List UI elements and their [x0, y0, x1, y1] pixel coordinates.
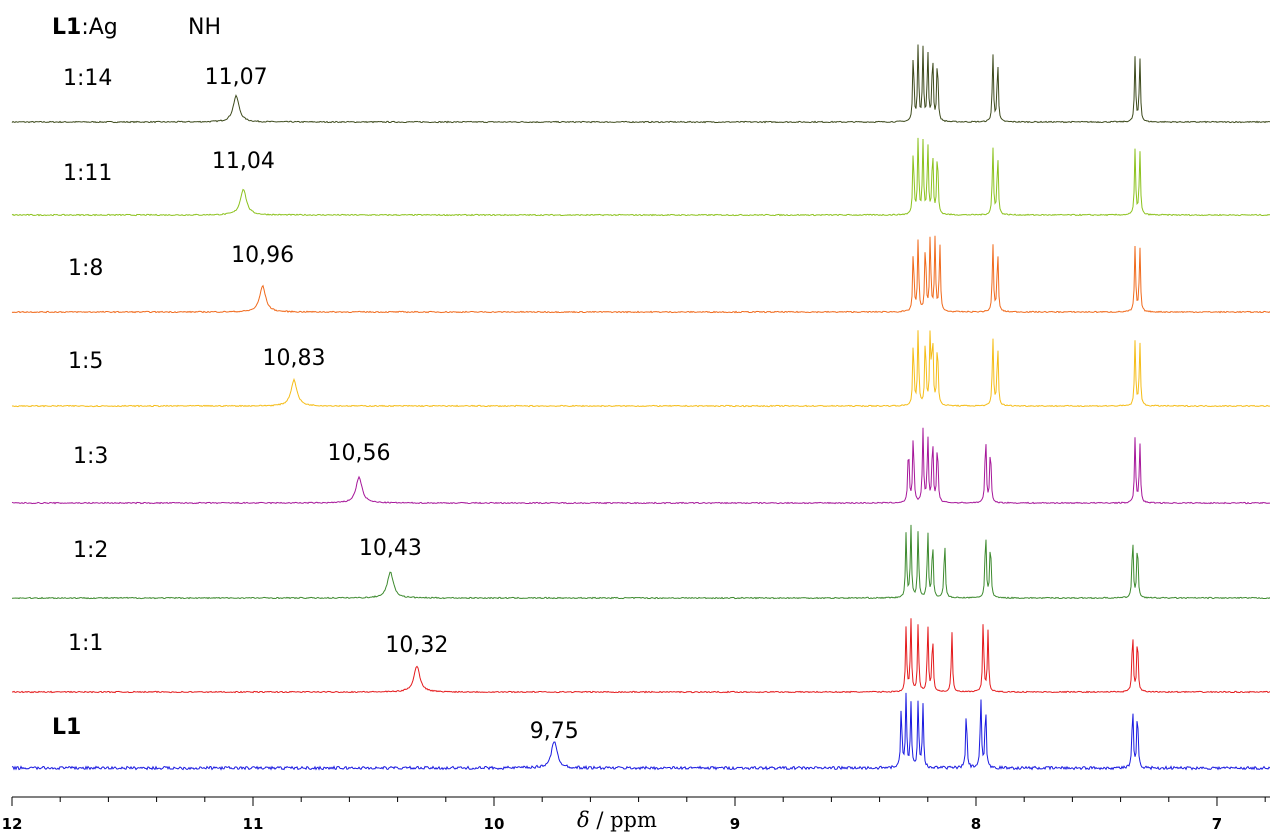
spectrum-trace	[11, 427, 1270, 505]
x-tick-label: 8	[971, 815, 981, 833]
x-axis-unit: / ppm	[590, 808, 657, 832]
spectrum-line	[11, 618, 1270, 694]
nh-shift-label: 9,75	[530, 719, 579, 744]
nh-shift-label: 11,07	[205, 65, 268, 90]
spectrum-line	[11, 524, 1270, 600]
spectrum-trace	[11, 524, 1270, 600]
spectrum-trace	[11, 330, 1270, 408]
spectrum-trace	[11, 235, 1270, 314]
spectrum-line	[11, 235, 1270, 314]
x-tick-label: 9	[730, 815, 740, 833]
nh-shift-label: 11,04	[212, 149, 275, 174]
nh-column-header: NH	[188, 15, 221, 40]
nh-shift-label: 10,56	[328, 441, 391, 466]
ratio-header-bold: L1	[52, 15, 81, 40]
ratio-label: 1:1	[68, 631, 103, 656]
x-tick-label: 10	[484, 815, 505, 833]
nh-shift-label: 10,32	[385, 633, 448, 658]
spectrum-line	[11, 44, 1270, 124]
spectra-layer: 1:14 11,07 1:11 11,04 1:8 10,96 1:5 10,83 1:3 10,…	[11, 44, 1270, 771]
nh-shift-label: 10,83	[262, 346, 325, 371]
header: L1:Ag NH	[52, 15, 221, 40]
ratio-label: 1:5	[68, 349, 103, 374]
ratio-column-header: L1:Ag	[52, 15, 118, 40]
ratio-label: L1	[52, 715, 81, 740]
spectrum-line	[11, 137, 1270, 217]
nh-shift-label: 10,96	[231, 243, 294, 268]
ratio-label: 1:3	[73, 444, 108, 469]
x-tick-label: 12	[2, 815, 23, 833]
spectrum-trace	[11, 44, 1270, 124]
spectrum-line	[11, 330, 1270, 408]
nh-shift-label: 10,43	[359, 536, 422, 561]
ratio-header-rest: :Ag	[81, 15, 117, 40]
ratio-label: 1:8	[68, 256, 103, 281]
ratio-label: 1:11	[63, 161, 112, 186]
x-axis-title: δ / ppm	[577, 808, 657, 832]
ratio-label: 1:2	[73, 538, 108, 563]
spectrum-line	[11, 427, 1270, 505]
spectrum-line	[11, 692, 1270, 771]
spectrum-trace	[11, 618, 1270, 694]
x-axis-delta-symbol: δ	[577, 808, 590, 832]
x-tick-label: 7	[1212, 815, 1222, 833]
ratio-label: 1:14	[63, 66, 112, 91]
spectrum-trace	[11, 137, 1270, 217]
x-tick-label: 11	[243, 815, 264, 833]
x-axis: δ / ppm 12 11 10 9 8 7	[2, 796, 1270, 833]
spectrum-trace	[11, 692, 1270, 771]
